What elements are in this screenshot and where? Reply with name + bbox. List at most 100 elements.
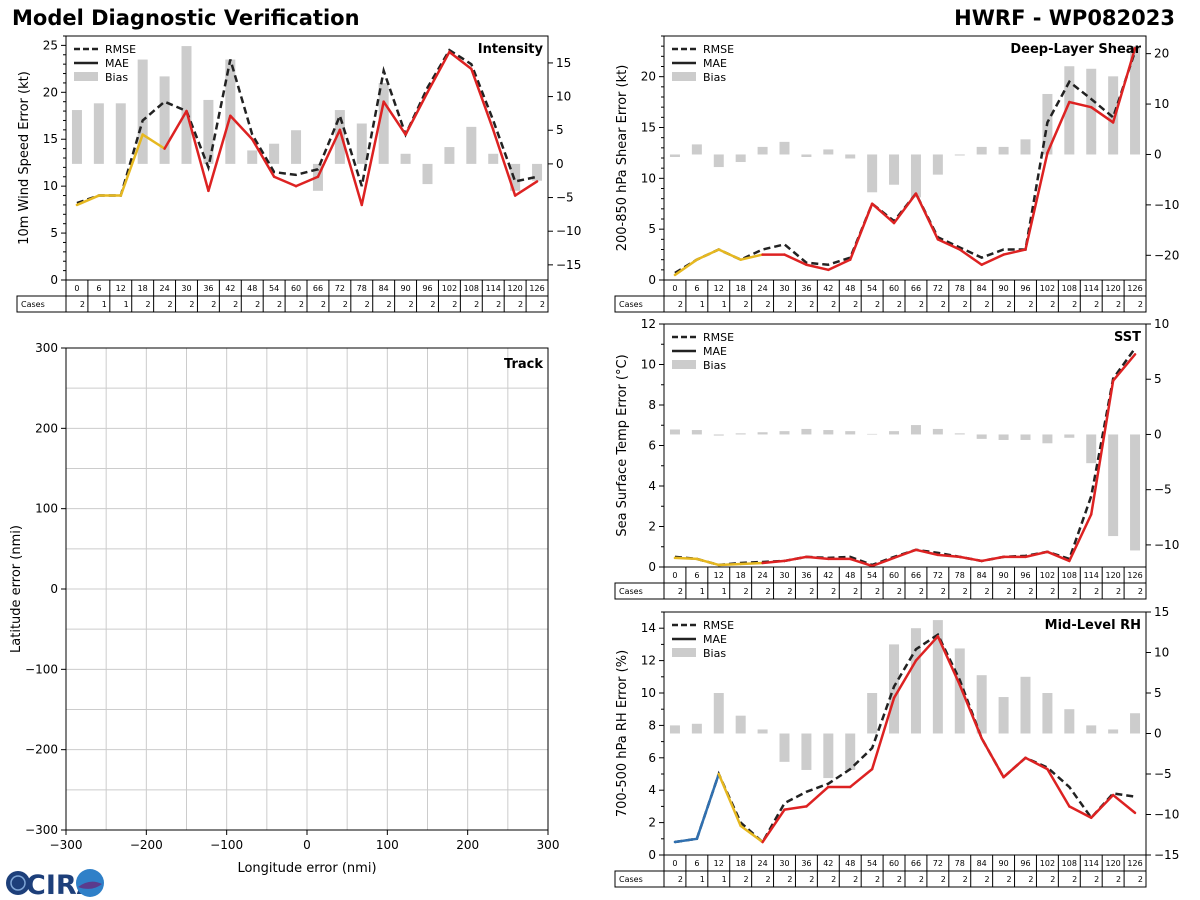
case-count: 2 [941, 587, 946, 596]
forecast-hour-label: 48 [247, 284, 257, 293]
case-count: 2 [963, 300, 968, 309]
mae-segment [1111, 46, 1137, 124]
chart-title: Deep-Layer Shear [1010, 42, 1141, 57]
bias-bar [779, 733, 790, 762]
case-count: 2 [985, 875, 990, 884]
bias-bar [932, 620, 943, 734]
y-tick-label: 25 [43, 38, 58, 52]
bias-bar [1108, 434, 1119, 537]
bias-bar [510, 163, 521, 191]
bias-bar [757, 432, 768, 435]
mae-segment [805, 263, 830, 272]
bias-bar [1108, 76, 1119, 155]
y-tick-label: 20 [43, 85, 58, 99]
mae-segment [141, 133, 166, 150]
y-tick-label: 300 [35, 341, 58, 355]
cases-label: Cases [21, 300, 45, 309]
case-count: 2 [919, 300, 924, 309]
bias-bar [137, 59, 148, 164]
case-count: 2 [1116, 875, 1121, 884]
case-count: 1 [700, 300, 705, 309]
mae-segment [294, 175, 320, 188]
cases-row [614, 582, 1147, 600]
y2-tick-label: −5 [1154, 767, 1172, 781]
bias-bar [532, 163, 543, 181]
legend-bias-swatch [672, 360, 696, 369]
mae-segment [470, 67, 495, 132]
mae-segment [75, 194, 101, 207]
case-count: 2 [1072, 875, 1077, 884]
legend-mae-label: MAE [703, 345, 727, 358]
bias-bar [669, 154, 680, 157]
y2-tick-label: −20 [1154, 248, 1179, 262]
case-count: 1 [700, 875, 705, 884]
forecast-hour-label: 48 [845, 284, 855, 293]
y-tick-label: 10 [641, 358, 656, 372]
mae-segment [783, 555, 808, 563]
mae-segment [272, 175, 298, 188]
forecast-hour-label: 12 [714, 859, 724, 868]
bias-bar [757, 729, 768, 734]
bias-bar [976, 146, 987, 155]
y-tick-label: 2 [648, 816, 656, 830]
bias-bar [779, 431, 790, 435]
bias-bar [356, 123, 367, 164]
mae-segment [936, 238, 962, 251]
y2-tick-label: 0 [1154, 427, 1162, 441]
case-count: 2 [765, 587, 770, 596]
mae-segment [870, 696, 896, 771]
y2-tick-label: 5 [1154, 686, 1162, 700]
mae-segment [1002, 248, 1027, 256]
bias-bar [1130, 713, 1141, 734]
bias-bar [713, 434, 724, 436]
forecast-hour-label: 72 [933, 571, 943, 580]
legend-rmse-label: RMSE [703, 331, 734, 344]
mae-segment [827, 258, 852, 272]
mae-segment [382, 100, 407, 136]
case-count: 2 [919, 875, 924, 884]
bias-bar [691, 430, 702, 435]
case-count: 1 [722, 300, 727, 309]
forecast-hour-label: 102 [442, 284, 457, 293]
cira-logo: CIRA [6, 869, 104, 900]
forecast-hour-label: 78 [955, 859, 965, 868]
chart-title: Intensity [478, 42, 544, 57]
forecast-hour-label: 72 [933, 284, 943, 293]
forecast-hour-label: 12 [714, 571, 724, 580]
bias-bar [1130, 46, 1141, 155]
case-count: 2 [809, 875, 814, 884]
y-tick-label: −200 [25, 743, 58, 757]
case-count: 2 [233, 300, 238, 309]
mae-segment [1024, 756, 1049, 771]
mae-segment [717, 562, 742, 567]
forecast-hour-label: 42 [823, 284, 833, 293]
mae-segment [892, 548, 918, 560]
case-count: 2 [1050, 300, 1055, 309]
case-count: 2 [343, 300, 348, 309]
mae-segment [870, 202, 896, 225]
mae-segment [250, 137, 276, 179]
y2-tick-label: 0 [556, 157, 564, 171]
case-count: 2 [1116, 587, 1121, 596]
forecast-hour-label: 84 [379, 284, 389, 293]
y-axis-label: Latitude error (nmi) [9, 525, 24, 653]
y2-tick-label: 10 [1154, 646, 1169, 660]
bias-bar [691, 723, 702, 734]
bias-bar [779, 141, 790, 155]
cases-row [16, 295, 549, 313]
mae-segment [229, 114, 254, 141]
mae-segment [936, 635, 962, 687]
bias-bar [691, 144, 702, 155]
bias-bar [1020, 434, 1031, 440]
y-tick-label: 15 [641, 121, 656, 135]
case-count: 2 [919, 587, 924, 596]
forecast-hour-label: 0 [672, 284, 677, 293]
forecast-hour-label: 6 [694, 571, 699, 580]
mae-segment [1089, 105, 1115, 124]
case-count: 2 [985, 587, 990, 596]
forecast-hour-label: 90 [998, 284, 1008, 293]
legend-bias-swatch [672, 648, 696, 657]
